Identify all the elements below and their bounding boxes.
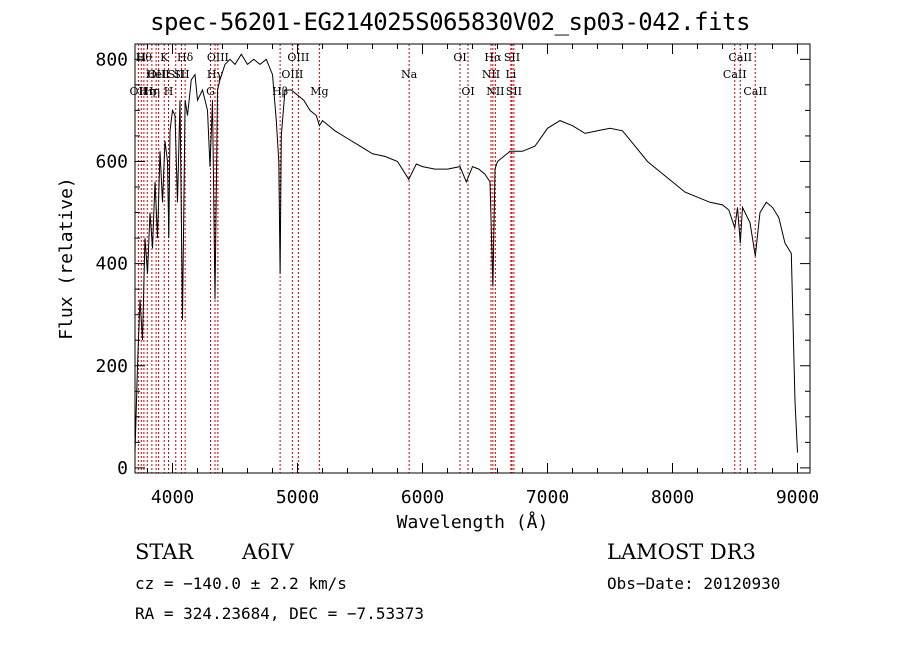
line-markers [137, 44, 756, 473]
line-label-9: SII [168, 68, 184, 81]
line-label-26: SII [504, 51, 520, 64]
x-tick-label-2: 6000 [401, 487, 444, 508]
line-label-22: NII [482, 68, 500, 81]
line-label-6: OIII [148, 68, 170, 81]
line-label-2: Hθ [136, 51, 153, 64]
line-label-29: CaII [728, 51, 752, 64]
x-tick-label-5: 9000 [776, 487, 819, 508]
redshift-cz: cz = −140.0 ± 2.2 km/s [135, 574, 347, 593]
line-label-11: Hδ [177, 51, 194, 64]
y-axis-label: Flux (relative) [56, 177, 77, 340]
line-label-10: SII [173, 68, 189, 81]
ra-dec: RA = 324.23684, DEC = −7.53373 [135, 604, 424, 623]
spectrum-line [134, 53, 798, 453]
line-label-24: NII [486, 85, 504, 98]
axis-ticks: 4000 5000 6000 7000 8000 9000 0 200 400 600 800 [95, 44, 819, 508]
x-axis-label: Wavelength (Å) [397, 511, 549, 533]
line-label-12: G [206, 85, 215, 98]
y-tick-label-4: 800 [95, 49, 128, 70]
y-tick-label-3: 600 [95, 151, 128, 172]
x-tick-label-0: 4000 [151, 487, 194, 508]
line-label-28: CaII [723, 68, 747, 81]
y-tick-label-0: 0 [117, 458, 128, 479]
line-label-0: OII [130, 85, 148, 98]
line-label-21: OI [461, 85, 474, 98]
object-subclass: A6IV [242, 540, 294, 564]
line-label-30: CaII [743, 85, 767, 98]
line-label-23: Hα [484, 51, 502, 64]
line-label-4: Hη [144, 85, 160, 98]
line-label-18: Mg [310, 85, 328, 98]
line-label-19: Na [401, 68, 418, 81]
line-label-20: OI [453, 51, 466, 64]
line-label-1: H [136, 51, 146, 64]
x-tick-label-1: 5000 [276, 487, 319, 508]
line-label-3: Hη [139, 85, 155, 98]
line-label-5: HeI [146, 68, 166, 81]
line-label-8: H [164, 85, 174, 98]
x-tick-label-4: 8000 [651, 487, 694, 508]
line-label-16: OIII [281, 68, 303, 81]
object-class: STAR [135, 540, 194, 564]
line-label-7: K [160, 51, 169, 64]
line-label-17: OIII [287, 51, 309, 64]
survey-name: LAMOST DR3 [607, 540, 756, 564]
line-label-13: Hγ [207, 68, 224, 81]
line-label-25: Li [505, 68, 516, 81]
line-label-27: SII [506, 85, 522, 98]
obs-date: Obs−Date: 20120930 [607, 574, 781, 593]
line-labels: OIIHHθHηHηHeIOIIIKHSIISIIHδGHγOIIIHβOIII… [130, 51, 768, 98]
x-tick-label-3: 7000 [526, 487, 569, 508]
line-label-14: OIII [207, 51, 229, 64]
plot-frame [134, 43, 811, 474]
chart-title: spec-56201-EG214025S065830V02_sp03-042.f… [150, 8, 750, 36]
line-label-15: Hβ [272, 85, 288, 98]
y-tick-label-1: 200 [95, 356, 128, 377]
y-tick-label-2: 400 [95, 254, 128, 275]
